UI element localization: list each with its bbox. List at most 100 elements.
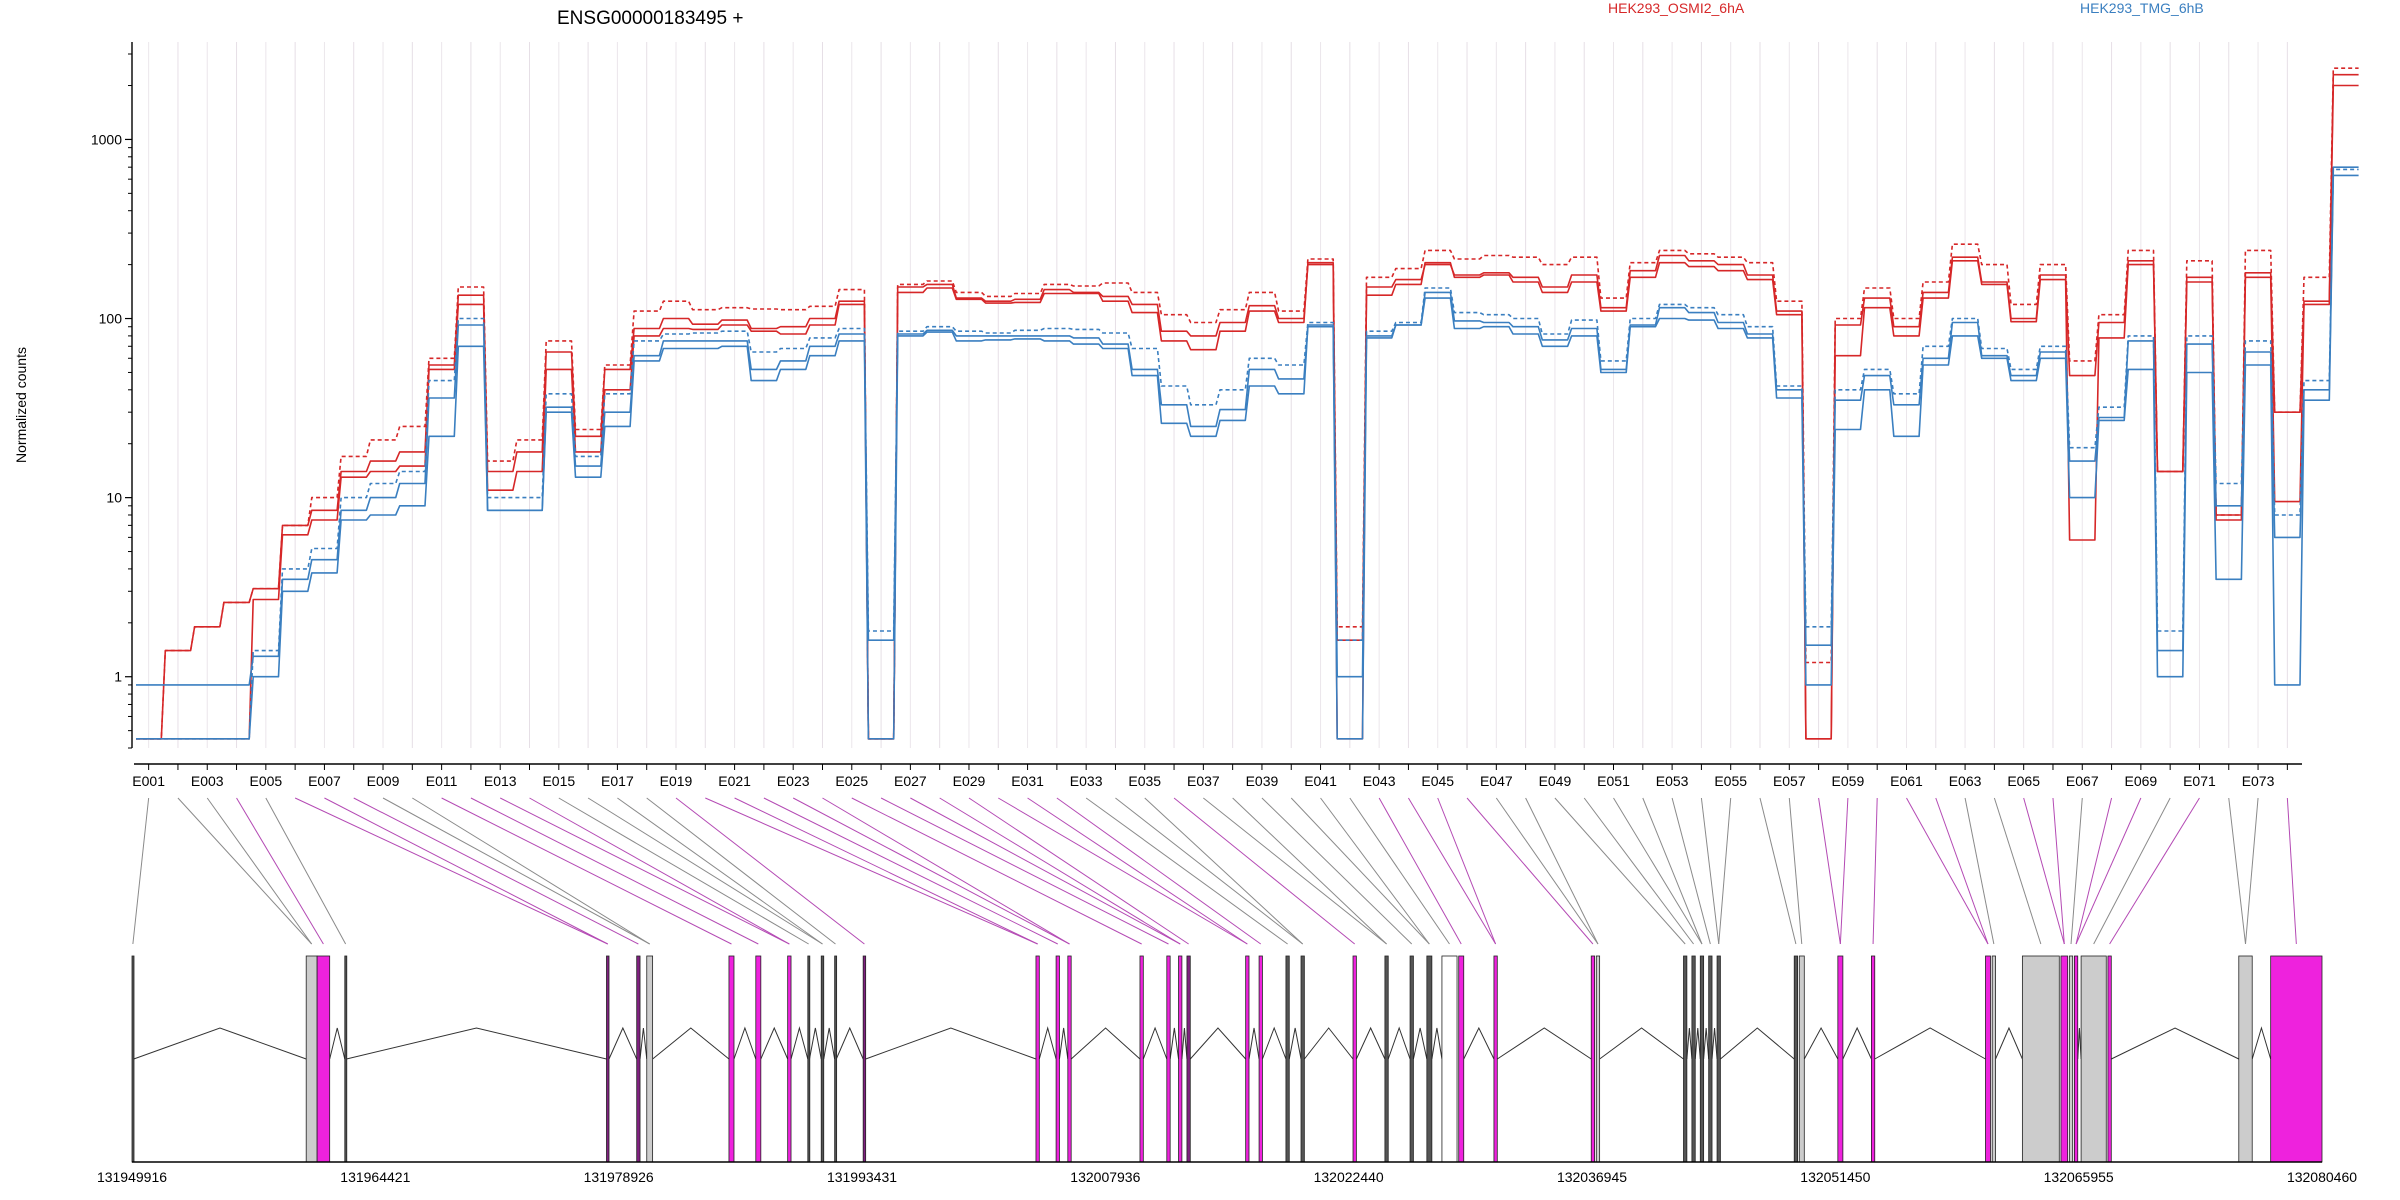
connector-e069 [2075,797,2142,945]
connector-e014 [529,797,790,945]
x-tick-label-e021: E021 [718,773,751,789]
connector-e041 [1320,797,1430,945]
exon-box-11 [807,955,811,1163]
intron-line [652,1027,730,1060]
connector-e031 [1027,797,1248,945]
connector-e004 [236,797,324,945]
series-line-tmg-2 [136,168,2359,740]
connector-e011 [441,797,732,945]
exon-box-18 [1139,955,1144,1163]
exon-box-13 [834,955,838,1163]
exon-box-19 [1166,955,1171,1163]
connector-e025 [851,797,1142,945]
connector-e064 [1993,797,2042,945]
x-tick-label-e029: E029 [953,773,986,789]
x-tick-label-e011: E011 [426,773,458,789]
connector-e010 [412,797,650,945]
exon-box-20 [1178,955,1183,1163]
exon-box-38 [1708,955,1713,1163]
connector-e058 [1818,797,1841,945]
connector-e005 [265,797,347,945]
intron-line [1181,1027,1188,1060]
connector-e020 [705,797,1038,945]
exon-box-48 [2068,955,2074,1163]
x-tick-label-e053: E053 [1656,773,1689,789]
connector-e022 [763,797,1058,945]
series-line-osmi2-3 [136,84,2359,740]
y-axis-label: Normalized counts [13,347,29,463]
connector-e006 [294,797,608,945]
intron-line [1874,1027,1986,1060]
exon-box-49 [2073,955,2079,1163]
genome-coord-label: 132080460 [2287,1169,2357,1185]
exon-box-23 [1258,955,1263,1163]
exon-box-30 [1441,955,1458,1163]
connector-e023 [792,797,1070,945]
intron-line [823,1027,836,1060]
x-tick-label-e039: E039 [1246,773,1279,789]
intron-line [639,1027,648,1060]
exon-box-53 [2270,955,2323,1163]
genome-coord-label: 131978926 [584,1169,654,1185]
intron-line [346,1027,607,1060]
connector-e027 [910,797,1181,945]
connector-e053 [1671,797,1711,945]
exon-box-51 [2107,955,2112,1163]
x-tick-label-e031: E031 [1011,773,1044,789]
exon-box-46 [2021,955,2060,1163]
connector-e059 [1839,797,1849,945]
exon-box-27 [1384,955,1389,1163]
connector-e032 [1056,797,1262,945]
connector-e018 [646,797,836,945]
intron-line [1686,1027,1693,1060]
exon-box-50 [2080,955,2107,1163]
exon-box-14 [862,955,867,1163]
x-tick-label-e007: E007 [308,773,341,789]
intron-line [760,1026,789,1060]
x-tick-label-e041: E041 [1304,773,1337,789]
x-tick-label-e047: E047 [1480,773,1513,789]
x-tick-label-e037: E037 [1187,773,1220,789]
connector-e045 [1437,797,1497,945]
connector-e040 [1290,797,1430,945]
connector-e029 [968,797,1189,945]
exon-box-37 [1699,955,1705,1163]
exon-box-15 [1035,955,1040,1163]
connector-e061 [1906,797,1989,945]
intron-line [1703,1027,1710,1060]
x-tick-label-e027: E027 [894,773,927,789]
y-tick-label-1000: 1000 [91,131,122,147]
series-line-tmg-3 [136,174,2359,740]
genome-coord-label: 131949916 [97,1169,167,1185]
connector-e046 [1466,797,1594,945]
intron-line [865,1027,1037,1060]
x-tick-label-e017: E017 [601,773,634,789]
connector-e068 [2075,797,2113,945]
intron-line [790,1026,809,1060]
exon-box-32 [1493,955,1498,1163]
connector-e015 [558,797,809,945]
intron-line [1995,1026,2023,1060]
exon-box-33 [1590,955,1595,1163]
intron-line [1248,1027,1260,1060]
connector-e012 [470,797,759,945]
intron-line [1720,1027,1795,1060]
x-tick-label-e009: E009 [367,773,400,789]
connector-e017 [617,797,823,945]
connector-e037 [1203,797,1387,945]
connector-e036 [1173,797,1356,945]
genome-coord-label: 132051450 [1800,1169,1870,1185]
connector-e052 [1642,797,1703,945]
x-tick-label-e033: E033 [1070,773,1103,789]
connector-e038 [1232,797,1387,945]
intron-line [1261,1026,1287,1060]
x-tick-label-e059: E059 [1832,773,1865,789]
intron-line [1169,1027,1180,1060]
connector-e003 [206,797,313,945]
exon-box-3 [316,955,331,1163]
connector-e065 [2023,797,2065,945]
exon-box-24 [1285,955,1290,1163]
plot-series [136,67,2359,740]
exon-box-35 [1683,955,1688,1163]
